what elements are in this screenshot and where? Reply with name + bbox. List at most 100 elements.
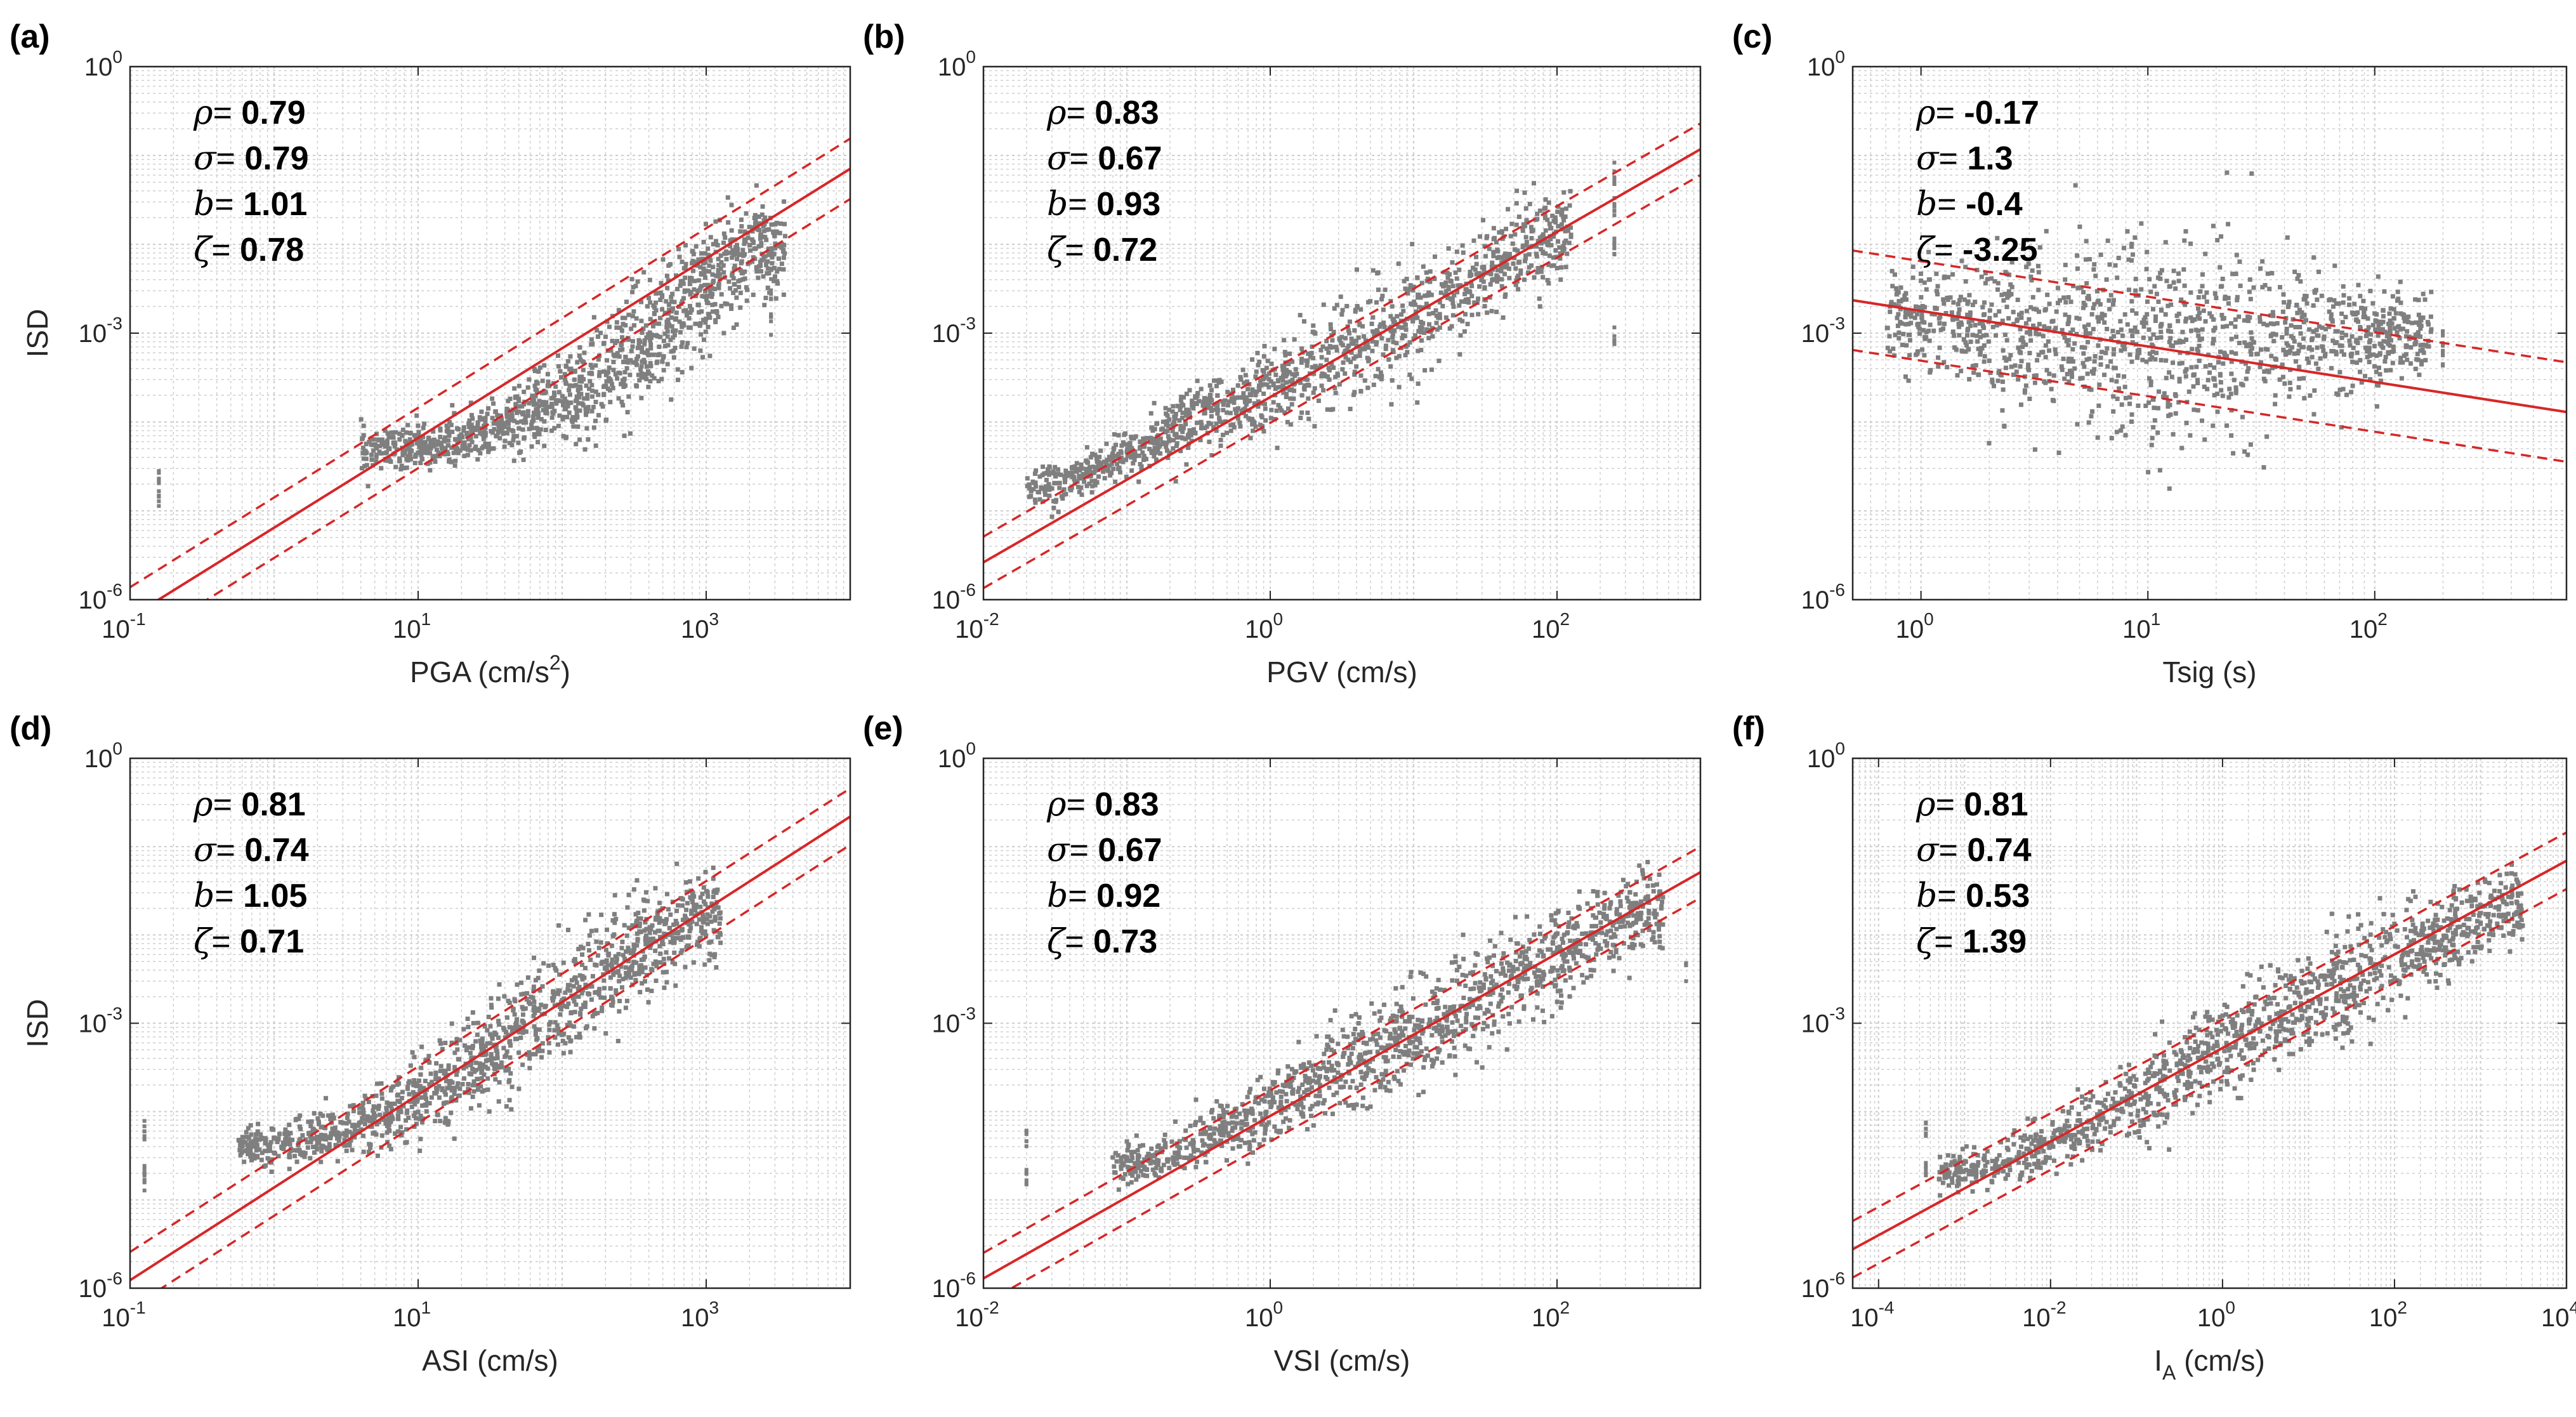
scatter-point <box>475 420 480 425</box>
scatter-point <box>2334 350 2339 355</box>
scatter-point <box>471 425 476 430</box>
scatter-point <box>2226 296 2231 301</box>
stat-equals: = <box>1070 140 1098 177</box>
scatter-point <box>653 300 658 305</box>
scatter-point <box>700 294 705 299</box>
scatter-point <box>1959 322 1964 327</box>
scatter-point <box>1299 410 1304 415</box>
scatter-point <box>2212 383 2218 388</box>
scatter-point <box>1282 410 1287 415</box>
scatter-point <box>1107 454 1112 459</box>
scatter-point <box>589 394 595 399</box>
scatter-point <box>1306 416 1311 421</box>
scatter-point <box>2391 306 2396 312</box>
scatter-point <box>2407 336 2412 341</box>
scatter-point <box>1476 271 1482 276</box>
scatter-point <box>1462 291 1468 296</box>
scatter-point <box>2334 301 2339 306</box>
scatter-point <box>1471 238 1476 243</box>
scatter-point <box>445 1122 450 1127</box>
scatter-point <box>1568 188 1573 194</box>
scatter-point <box>468 1106 473 1111</box>
scatter-point <box>754 183 759 188</box>
scatter-point <box>1246 416 1251 421</box>
scatter-point <box>542 403 547 408</box>
scatter-point <box>1184 462 1189 467</box>
scatter-point <box>669 349 674 354</box>
scatter-point <box>1362 378 1367 383</box>
scatter-point <box>616 371 621 376</box>
scatter-point <box>442 452 447 457</box>
scatter-point <box>1419 338 1424 343</box>
scatter-point <box>2383 355 2388 360</box>
scatter-point <box>1476 312 1481 317</box>
scatter-point <box>1244 414 1249 419</box>
scatter-point <box>585 392 590 397</box>
scatter-point <box>1494 309 1499 314</box>
scatter-point <box>1214 428 1219 433</box>
scatter-point <box>669 294 674 300</box>
scatter-point <box>2202 385 2207 390</box>
scatter-point <box>2294 303 2299 308</box>
scatter-point <box>581 377 586 382</box>
scatter-point <box>516 1050 522 1055</box>
scatter-point <box>1115 466 1120 471</box>
scatter-point <box>2002 291 2008 296</box>
scatter-point <box>636 916 641 921</box>
scatter-point <box>1450 301 1456 306</box>
scatter-point <box>1386 338 1391 343</box>
scatter-point <box>553 398 558 403</box>
scatter-point <box>485 411 490 416</box>
scatter-point <box>2271 322 2277 327</box>
scatter-point <box>1554 265 1560 270</box>
scatter-point <box>397 432 402 437</box>
scatter-point <box>2166 413 2171 418</box>
scatter-point <box>504 414 509 419</box>
scatter-point <box>1400 336 1405 341</box>
scatter-point <box>1090 484 1095 489</box>
scatter-point <box>2233 351 2238 356</box>
scatter-point <box>782 242 787 247</box>
scatter-point <box>1244 395 1249 400</box>
scatter-point <box>2229 336 2234 341</box>
scatter-point <box>2188 433 2193 438</box>
scatter-point <box>421 450 426 455</box>
scatter-point <box>567 367 572 372</box>
scatter-point <box>1110 457 1115 462</box>
y-tick-label: 10-3 <box>79 313 122 348</box>
scatter-point <box>427 1101 432 1106</box>
scatter-point <box>614 320 619 325</box>
scatter-point <box>1563 265 1568 270</box>
scatter-point <box>1482 286 1487 291</box>
scatter-point <box>515 1017 520 1022</box>
scatter-point <box>640 345 645 350</box>
scatter-point <box>1138 462 1143 467</box>
scatter-point <box>540 378 545 383</box>
scatter-point <box>2018 327 2023 332</box>
scatter-point <box>1501 258 1506 263</box>
scatter-point <box>1560 210 1565 215</box>
scatter-point <box>1386 357 1391 362</box>
scatter-point <box>1980 305 1985 310</box>
scatter-point <box>634 384 640 389</box>
scatter-point <box>369 436 374 441</box>
scatter-point <box>1888 349 1893 354</box>
scatter-point <box>2024 237 2029 242</box>
scatter-point <box>2203 319 2208 324</box>
scatter-point <box>1027 482 1032 487</box>
scatter-point <box>508 417 513 422</box>
scatter-point <box>624 366 629 371</box>
scatter-point <box>486 442 491 447</box>
scatter-point <box>1921 327 1926 333</box>
scatter-point <box>2397 336 2402 341</box>
scatter-point <box>2192 407 2197 412</box>
scatter-point <box>1363 338 1368 343</box>
scatter-point <box>670 291 675 296</box>
scatter-point <box>546 1041 551 1046</box>
scatter-point <box>246 1126 251 1131</box>
scatter-point <box>2191 372 2196 378</box>
scatter-point <box>2167 284 2172 289</box>
scatter-point <box>2381 308 2386 313</box>
scatter-point <box>1456 283 1461 288</box>
scatter-point <box>499 425 504 430</box>
